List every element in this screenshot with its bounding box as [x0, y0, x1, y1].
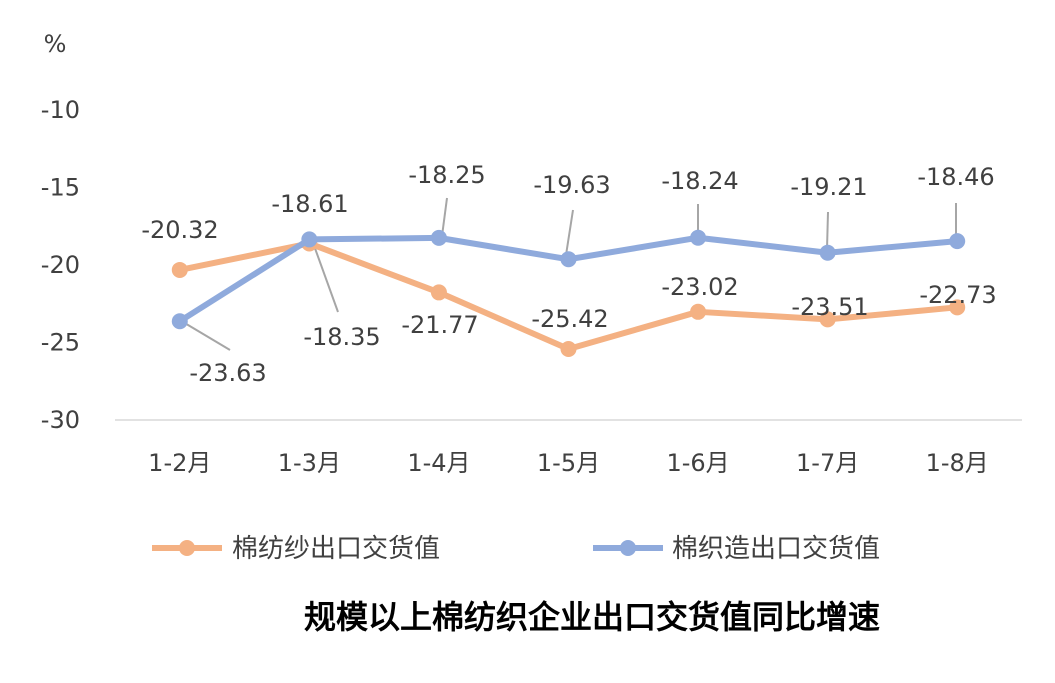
data-point	[430, 284, 447, 301]
x-tick-label: 1-7月	[796, 449, 859, 477]
data-point	[690, 303, 707, 320]
y-axis: -10 -15 -20 -25 -30	[41, 96, 80, 434]
y-tick-label: -20	[41, 251, 80, 279]
data-label: -18.24	[661, 167, 738, 195]
leader-line	[565, 209, 574, 256]
data-point	[819, 244, 836, 261]
x-tick-label: 1-2月	[148, 449, 211, 477]
leader-line	[311, 239, 339, 313]
data-labels: -20.32 -18.61 -21.77 -25.42 -23.02 -23.51 -22.…	[141, 161, 996, 387]
legend-label-cotton-yarn: 棉纺纱出口交货值	[232, 534, 440, 564]
data-label: -18.61	[271, 190, 348, 218]
data-point	[819, 311, 836, 328]
x-tick-label: 1-8月	[926, 449, 989, 477]
data-label: -23.63	[189, 359, 266, 387]
legend-label-cotton-weaving: 棉织造出口交货值	[672, 534, 880, 564]
series-lines	[171, 229, 966, 358]
data-point	[430, 229, 447, 246]
data-label: -25.42	[531, 305, 608, 333]
leader-line	[826, 211, 829, 250]
leader-line	[441, 197, 448, 237]
x-tick-label: 1-5月	[537, 449, 600, 477]
data-label: -20.32	[141, 216, 218, 244]
data-point	[171, 313, 188, 330]
legend-marker-dot-cotton-weaving	[620, 540, 636, 556]
legend-marker-dot-cotton-yarn	[179, 540, 195, 556]
data-label: -21.77	[401, 311, 478, 339]
data-label: -22.73	[919, 281, 996, 309]
data-point	[560, 341, 577, 358]
chart-title: 规模以上棉纺织企业出口交货值同比增速	[304, 598, 880, 636]
data-label: -23.51	[791, 293, 868, 321]
y-tick-label: -15	[41, 174, 80, 202]
y-tick-label: -30	[41, 406, 80, 434]
leader-lines	[182, 197, 957, 351]
x-axis: 1-2月 1-3月 1-4月 1-5月 1-6月 1-7月 1-8月	[148, 449, 989, 477]
data-point	[690, 229, 707, 246]
x-tick-label: 1-4月	[407, 449, 470, 477]
y-tick-label: -10	[41, 96, 80, 124]
data-point	[949, 233, 966, 250]
data-label: -19.63	[533, 171, 610, 199]
leader-line	[182, 321, 231, 351]
data-label: -23.02	[661, 273, 738, 301]
data-point	[171, 261, 188, 278]
data-label: -18.35	[303, 323, 380, 351]
x-tick-label: 1-6月	[666, 449, 729, 477]
data-point	[949, 299, 966, 316]
data-label: -18.46	[917, 163, 994, 191]
data-label: -18.25	[408, 161, 485, 189]
y-tick-label: -25	[41, 329, 80, 357]
data-point	[560, 251, 577, 268]
data-label: -19.21	[790, 173, 867, 201]
data-point	[301, 231, 318, 248]
y-axis-unit-label: %	[44, 30, 67, 58]
legend: 棉纺纱出口交货值 棉织造出口交货值	[152, 534, 880, 564]
x-tick-label: 1-3月	[278, 449, 341, 477]
